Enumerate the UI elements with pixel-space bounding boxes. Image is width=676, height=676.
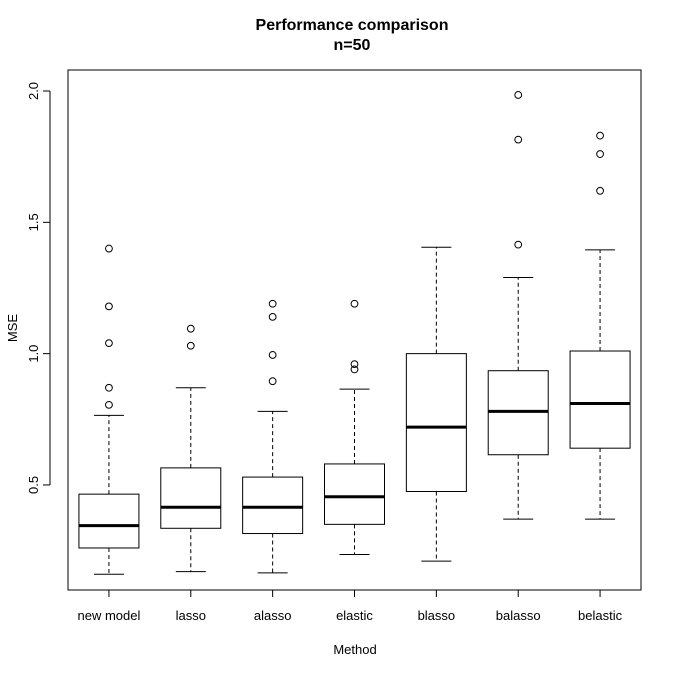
outlier-point <box>105 302 113 311</box>
outlier-point <box>514 135 523 144</box>
box-balasso <box>487 91 549 520</box>
outlier-point <box>105 400 113 409</box>
chart-title: Performance comparison <box>256 17 449 34</box>
outlier-point <box>350 299 359 308</box>
x-axis-label: Method <box>333 642 376 657</box>
y-tick-label: 0.5 <box>26 476 41 494</box>
y-tick-label: 2.0 <box>26 82 41 100</box>
box-belastic <box>569 131 631 520</box>
box-group <box>78 91 631 575</box>
outlier-point <box>186 324 195 333</box>
outlier-point <box>596 131 604 140</box>
iqr-box <box>78 493 140 549</box>
iqr-box <box>242 476 304 535</box>
outlier-point <box>268 377 277 386</box>
outlier-point <box>350 360 359 369</box>
outlier-point <box>268 312 277 321</box>
x-tick-label: new model <box>77 608 140 623</box>
outlier-point <box>596 150 604 158</box>
x-tick-label: balasso <box>496 608 541 623</box>
x-tick-label: blasso <box>418 608 456 623</box>
y-axis-label: MSE <box>5 314 20 343</box>
iqr-box <box>569 350 631 449</box>
outlier-point <box>350 365 359 374</box>
y-tick-label: 1.5 <box>26 213 41 231</box>
x-axis: new model lasso alasso elastic blasso balasso… <box>77 589 623 623</box>
outlier-point <box>514 240 523 249</box>
outlier-point <box>105 339 113 348</box>
outlier-point <box>186 341 195 350</box>
outlier-point <box>268 351 277 359</box>
outlier-point <box>105 244 113 253</box>
x-tick-label: belastic <box>578 608 623 623</box>
x-tick-label: elastic <box>336 608 373 623</box>
y-tick-label: 1.0 <box>26 345 41 363</box>
iqr-box <box>324 463 385 525</box>
outlier-point <box>596 186 604 195</box>
x-tick-label: lasso <box>176 608 206 623</box>
y-axis: 0.5 1.0 1.5 2.0 <box>26 82 51 494</box>
iqr-box <box>405 353 467 493</box>
box-elastic <box>324 299 385 556</box>
box-new-model <box>78 244 140 575</box>
outlier-point <box>268 299 277 308</box>
x-tick-label: alasso <box>254 608 292 623</box>
box-lasso <box>160 324 222 573</box>
box-alasso <box>242 299 304 574</box>
outlier-point <box>105 383 113 392</box>
box-blasso <box>405 246 467 562</box>
chart-subtitle: n=50 <box>334 37 371 54</box>
outlier-point <box>514 91 523 99</box>
iqr-box <box>160 467 222 529</box>
